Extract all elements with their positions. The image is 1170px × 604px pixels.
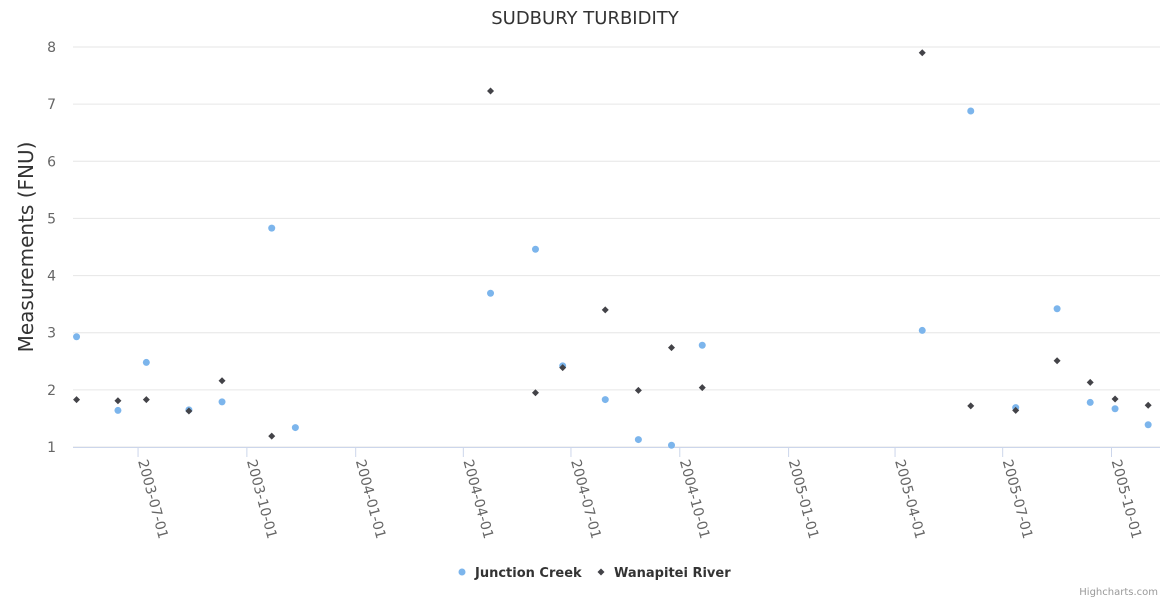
x-tick-label: 2005-04-01 xyxy=(891,458,928,541)
data-point xyxy=(487,289,495,297)
legend-marker xyxy=(597,568,605,576)
data-point xyxy=(142,358,150,366)
chart-title: SUDBURY TURBIDITY xyxy=(491,8,680,29)
x-tick-label: 2003-10-01 xyxy=(243,458,280,541)
data-point xyxy=(1012,406,1020,414)
credits-link[interactable]: Highcharts.com xyxy=(1079,587,1158,598)
data-point xyxy=(114,397,122,405)
y-axis: 1 2 3 4 5 6 7 8 xyxy=(47,40,56,456)
data-point xyxy=(634,386,642,394)
data-point xyxy=(668,441,676,449)
gridlines xyxy=(73,46,1160,448)
data-point xyxy=(185,407,193,415)
plot-area xyxy=(73,49,1152,449)
legend: Junction Creek Wanapitei River xyxy=(458,566,732,581)
data-point xyxy=(1111,405,1119,413)
y-tick-label: 7 xyxy=(47,97,56,113)
data-point xyxy=(1144,401,1152,409)
y-tick-label: 5 xyxy=(47,211,56,227)
series-junction-creek xyxy=(73,107,1152,449)
x-tick-label: 2005-01-01 xyxy=(785,458,822,541)
data-point xyxy=(268,224,276,232)
data-point xyxy=(114,406,122,414)
data-point xyxy=(601,396,609,404)
data-point xyxy=(531,245,539,253)
x-tick-label: 2004-04-01 xyxy=(459,458,496,541)
data-point xyxy=(668,344,676,352)
data-point xyxy=(73,333,81,341)
x-tick-label: 2004-10-01 xyxy=(676,458,713,541)
data-point xyxy=(531,389,539,397)
data-point xyxy=(218,377,226,385)
data-point xyxy=(1086,378,1094,386)
data-point xyxy=(967,402,975,410)
data-point xyxy=(918,49,926,57)
data-point xyxy=(1144,421,1152,429)
data-point xyxy=(218,398,226,406)
data-point xyxy=(1053,305,1061,313)
data-point xyxy=(73,396,81,404)
x-tick-label: 2004-07-01 xyxy=(567,458,604,541)
data-point xyxy=(268,432,276,440)
data-point xyxy=(487,87,495,95)
legend-label: Junction Creek xyxy=(474,566,582,581)
data-point xyxy=(967,107,975,115)
y-tick-label: 3 xyxy=(47,326,56,342)
y-tick-label: 1 xyxy=(47,440,56,456)
data-point xyxy=(291,424,299,432)
data-point xyxy=(634,436,642,444)
legend-item[interactable]: Junction Creek xyxy=(458,566,583,581)
data-point xyxy=(1053,357,1061,365)
x-tick-label: 2005-10-01 xyxy=(1108,458,1145,541)
x-tick-label: 2003-07-01 xyxy=(134,458,171,541)
legend-item[interactable]: Wanapitei River xyxy=(597,566,732,581)
x-tick-label: 2005-07-01 xyxy=(999,458,1036,541)
data-point xyxy=(142,396,150,404)
y-axis-title: Measurements (FNU) xyxy=(14,142,38,353)
y-tick-label: 8 xyxy=(47,40,56,56)
y-tick-label: 4 xyxy=(47,269,56,285)
legend-label: Wanapitei River xyxy=(614,566,731,581)
data-point xyxy=(698,384,706,392)
data-point xyxy=(601,306,609,314)
series-wanapitei-river xyxy=(73,49,1152,440)
legend-marker xyxy=(458,568,466,576)
data-point xyxy=(1111,395,1119,403)
y-tick-label: 2 xyxy=(47,383,56,399)
data-point xyxy=(698,341,706,349)
data-point xyxy=(1086,398,1094,406)
x-tick-label: 2004-01-01 xyxy=(352,458,389,541)
y-tick-label: 6 xyxy=(47,154,56,170)
x-axis: 2003-07-01 2003-10-01 2004-01-01 2004-04-01… xyxy=(73,447,1160,541)
data-point xyxy=(559,364,567,372)
data-point xyxy=(918,326,926,334)
